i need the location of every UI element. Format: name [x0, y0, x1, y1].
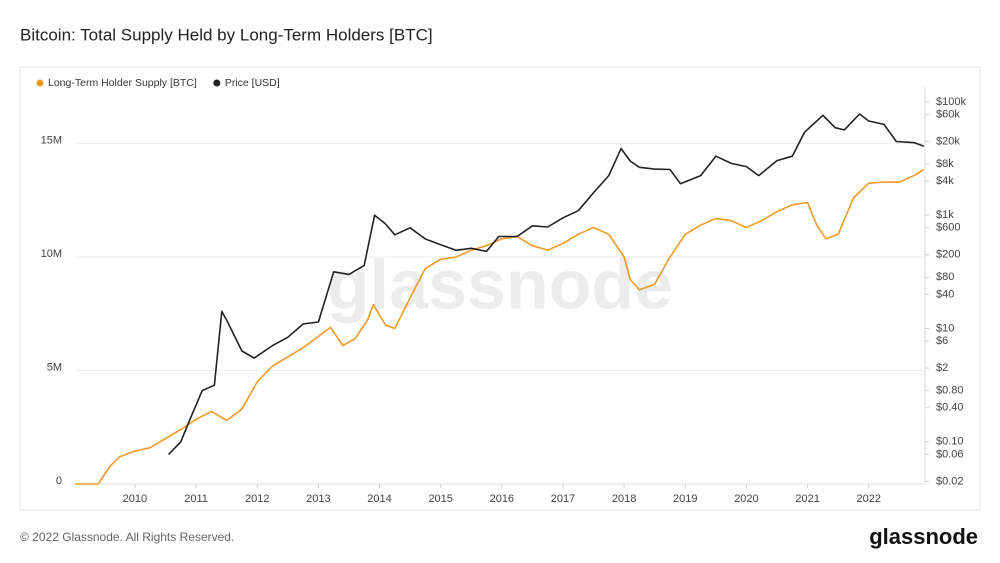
y-tick-label: 10M — [41, 248, 62, 260]
x-tick-label: 2019 — [673, 493, 697, 505]
y2-tick-label: $6 — [936, 335, 948, 347]
chart-title: Bitcoin: Total Supply Held by Long-Term … — [20, 25, 433, 44]
x-tick-label: 2014 — [367, 493, 391, 505]
x-tick-label: 2015 — [428, 493, 452, 505]
y2-tick-label: $0.10 — [936, 436, 964, 448]
legend-label: Price [USD] — [225, 77, 280, 89]
y2-tick-label: $0.02 — [936, 475, 964, 487]
y2-tick-label: $20k — [936, 135, 960, 147]
footer: © 2022 Glassnode. All Rights Reserved. — [20, 530, 234, 544]
y-tick-label: 15M — [41, 134, 62, 146]
x-tick-label: 2010 — [123, 493, 147, 505]
y2-tick-label: $600 — [936, 222, 960, 234]
y2-tick-label: $4k — [936, 175, 954, 187]
x-tick-label: 2011 — [184, 493, 208, 505]
chart-frame — [19, 66, 981, 511]
y2-tick-label: $60k — [936, 108, 960, 120]
series-line — [75, 168, 925, 485]
legend-label: Long-Term Holder Supply [BTC] — [48, 77, 197, 89]
legend-marker — [213, 79, 221, 87]
x-tick-label: 2017 — [551, 493, 575, 505]
legend-marker — [36, 79, 44, 87]
y2-tick-label: $1k — [936, 209, 954, 221]
x-tick-label: 2021 — [795, 493, 819, 505]
y2-tick-label: $0.40 — [936, 402, 964, 414]
watermark: glassnode — [327, 245, 673, 323]
y2-tick-label: $40 — [936, 288, 954, 300]
y2-tick-label: $8k — [936, 158, 954, 170]
x-tick-label: 2022 — [856, 493, 880, 505]
x-tick-label: 2013 — [306, 493, 330, 505]
y2-tick-label: $200 — [936, 249, 960, 261]
y2-tick-label: $80 — [936, 271, 954, 283]
y2-tick-label: $0.06 — [936, 448, 964, 460]
logo: glassnode — [869, 524, 978, 549]
y2-tick-label: $100k — [936, 96, 966, 108]
x-tick-label: 2020 — [734, 493, 758, 505]
y2-tick-label: $2 — [936, 362, 948, 374]
series-line — [168, 113, 925, 455]
y-tick-label: 5M — [47, 361, 62, 373]
y2-tick-label: $10 — [936, 322, 954, 334]
y-tick-label: 0 — [56, 475, 62, 487]
x-tick-label: 2016 — [490, 493, 514, 505]
x-tick-label: 2012 — [245, 493, 269, 505]
y2-tick-label: $0.80 — [936, 385, 964, 397]
x-tick-label: 2018 — [612, 493, 636, 505]
